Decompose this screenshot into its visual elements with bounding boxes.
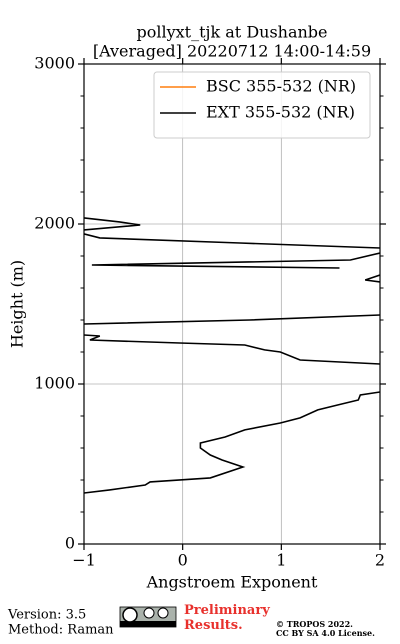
chart-title: pollyxt_tjk at Dushanbe (136, 23, 327, 42)
copyright: © TROPOS 2022. (276, 619, 353, 629)
plot-area (84, 217, 380, 494)
plot-frame (83, 63, 381, 545)
preliminary-note: Preliminary Results. (184, 603, 270, 633)
cc-logo (119, 606, 177, 628)
version: Version: 3.5 (7, 608, 86, 623)
legend-box (153, 71, 371, 139)
x-tick-label: 1 (276, 551, 286, 570)
y-tick-label: 1000 (34, 374, 75, 393)
legend: BSC 355-532 (NR) EXT 355-532 (NR) (153, 71, 371, 139)
license: CC BY SA 4.0 License. (276, 628, 375, 638)
x-axis-label: Angstroem Exponent (146, 573, 318, 592)
method: Method: Raman (8, 623, 114, 638)
x-tick-label: 2 (375, 551, 385, 570)
data-line (84, 217, 380, 494)
y-tick-label: 2000 (34, 214, 75, 233)
legend-label: BSC 355-532 (NR) (206, 77, 356, 96)
x-tick-label: 0 (178, 551, 188, 570)
y-tick-label: 0 (65, 534, 75, 553)
chart-subtitle: [Averaged] 20220712 14:00-14:59 (93, 42, 371, 61)
y-tick-label: 3000 (34, 54, 75, 73)
legend-label: EXT 355-532 (NR) (206, 103, 355, 122)
y-axis-label: Height (m) (8, 260, 27, 348)
x-tick-label: −1 (72, 551, 96, 570)
